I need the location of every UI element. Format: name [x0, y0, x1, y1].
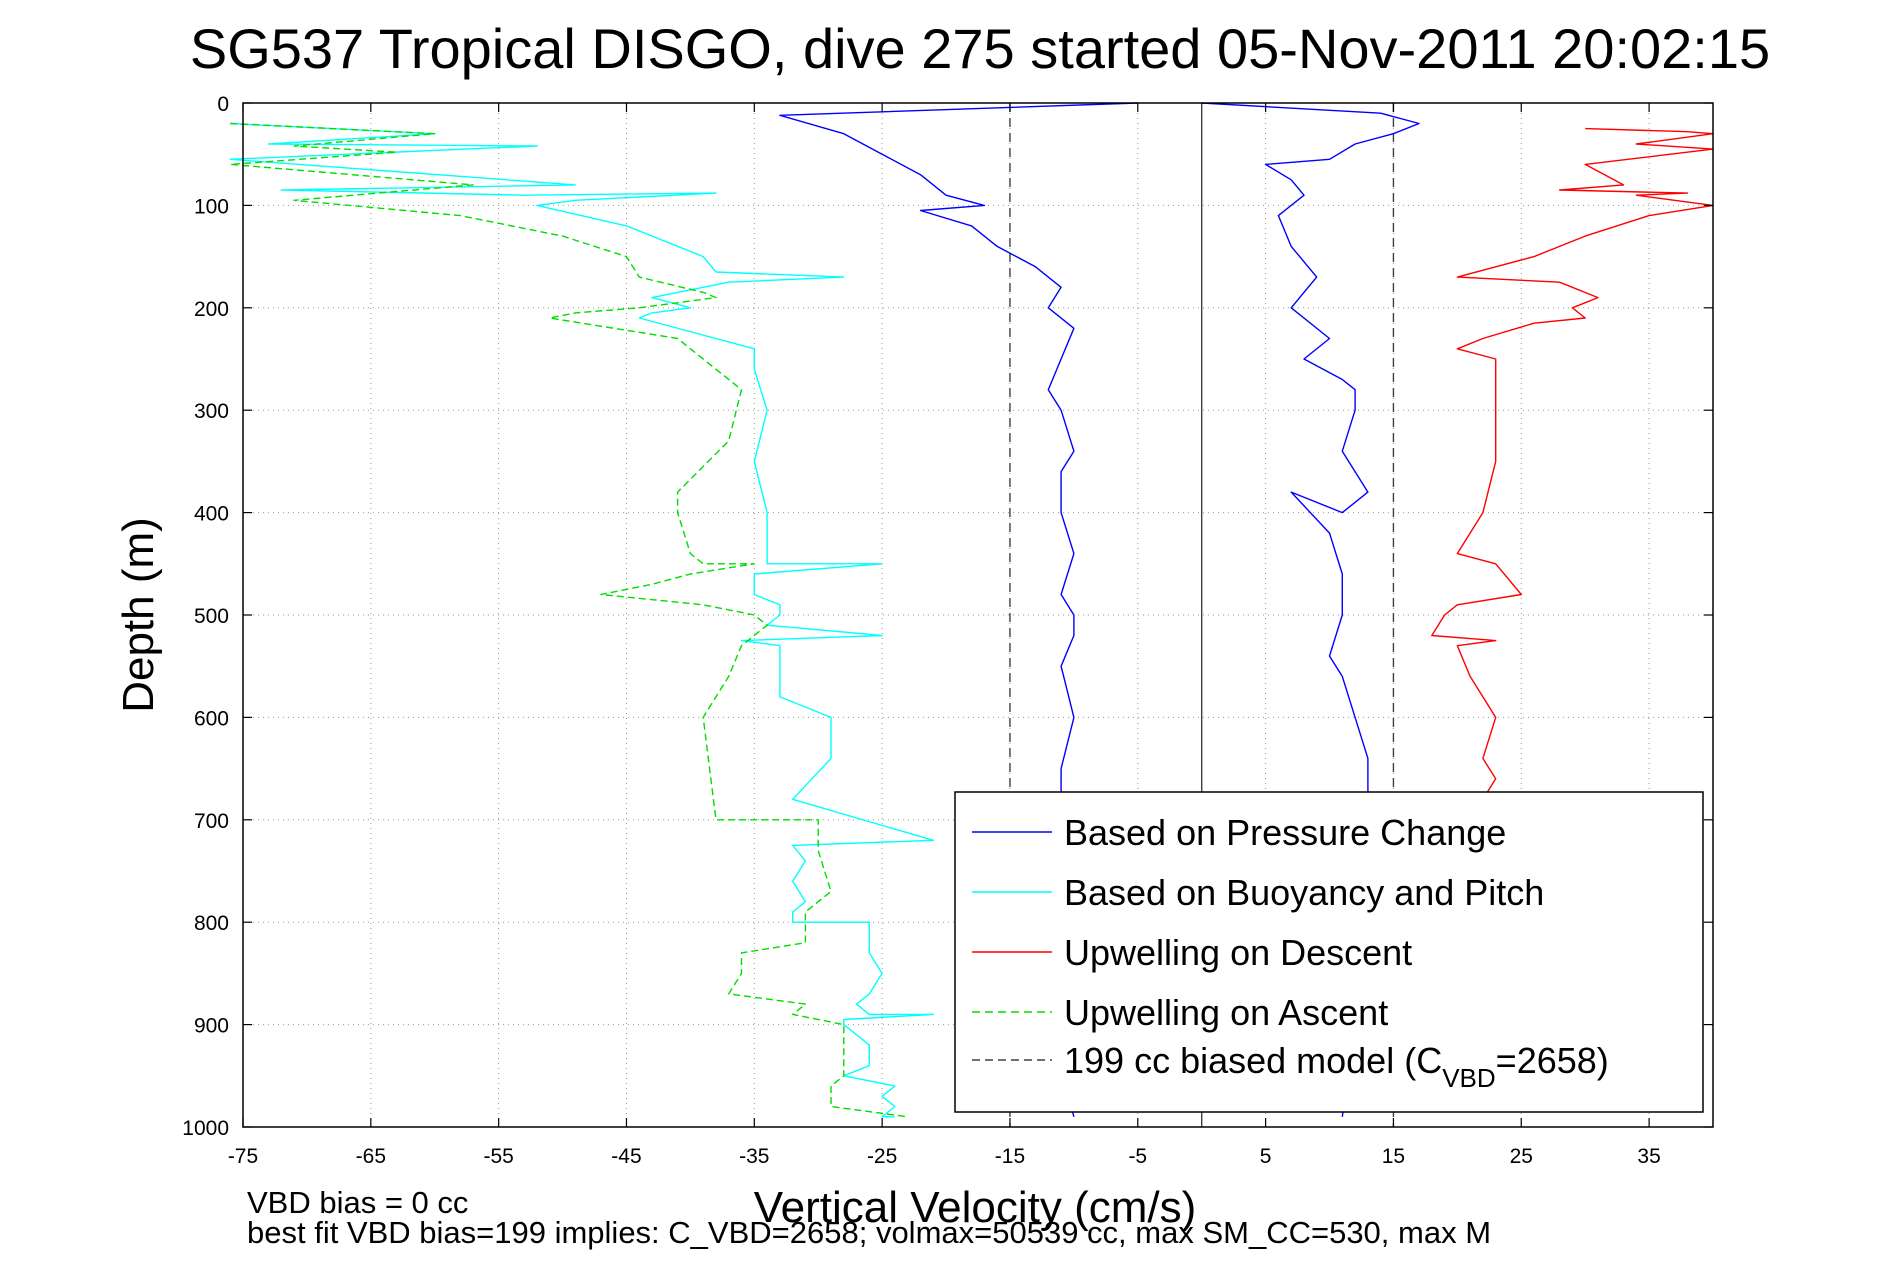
y-axis-label: Depth (m) [114, 517, 163, 713]
footer-best-fit: best fit VBD bias=199 implies: C_VBD=265… [247, 1215, 1491, 1250]
x-axis-ticks: -75 -65 -55 -45 -35 -25 -15 -5 5 15 25 35 [228, 103, 1661, 1168]
y-tick-label-7: 700 [194, 810, 229, 833]
legend-box [954, 791, 1704, 1113]
legend: Based on Pressure Change Based on Buoyan… [954, 791, 1704, 1113]
legend-label-biased-model-main: 199 cc biased model (C [1064, 1040, 1442, 1081]
x-tick-label-8: 5 [1260, 1145, 1272, 1168]
y-tick-label-10: 1000 [182, 1117, 229, 1140]
x-tick-label-4: -35 [739, 1145, 769, 1168]
legend-label-descent: Upwelling on Descent [1064, 932, 1412, 973]
x-tick-label-2: -55 [483, 1145, 513, 1168]
legend-label-ascent: Upwelling on Ascent [1064, 992, 1388, 1033]
y-tick-label-4: 400 [194, 503, 229, 526]
footer-vbd-bias: VBD bias = 0 cc [247, 1185, 468, 1220]
series-line-1 [1201, 102, 1420, 1117]
y-tick-label-8: 800 [194, 912, 229, 935]
y-tick-label-0: 0 [217, 93, 229, 116]
x-tick-label-0: -75 [228, 1145, 258, 1168]
legend-label-biased-model: 199 cc biased model (CVBD=2658) [1064, 1040, 1609, 1093]
x-tick-label-11: 35 [1637, 1145, 1660, 1168]
y-tick-label-1: 100 [194, 195, 229, 218]
chart-title: SG537 Tropical DISGO, dive 275 started 0… [190, 17, 1770, 80]
x-tick-label-7: -5 [1128, 1145, 1147, 1168]
series-line-2 [229, 122, 934, 1118]
legend-label-buoyancy: Based on Buoyancy and Pitch [1064, 872, 1544, 913]
x-tick-label-6: -15 [995, 1145, 1025, 1168]
y-tick-label-9: 900 [194, 1015, 229, 1038]
legend-label-biased-model-suffix: =2658) [1496, 1040, 1609, 1081]
series-line-3 [1431, 127, 1714, 821]
y-tick-label-3: 300 [194, 400, 229, 423]
x-axis-label: Vertical Velocity (cm/s) [754, 1183, 1197, 1232]
x-tick-label-9: 15 [1382, 1145, 1405, 1168]
y-tick-label-6: 600 [194, 707, 229, 730]
legend-label-biased-model-subscript: VBD [1442, 1063, 1495, 1093]
legend-label-pressure: Based on Pressure Change [1064, 812, 1506, 853]
x-tick-label-10: 25 [1510, 1145, 1533, 1168]
y-axis-ticks: 0 100 200 300 400 500 600 700 800 900 1000 [182, 93, 1713, 1140]
series-line-4 [229, 122, 908, 1118]
y-tick-label-5: 500 [194, 605, 229, 628]
x-tick-label-5: -25 [867, 1145, 897, 1168]
x-tick-label-3: -45 [611, 1145, 641, 1168]
x-tick-label-1: -65 [356, 1145, 386, 1168]
y-tick-label-2: 200 [194, 298, 229, 321]
